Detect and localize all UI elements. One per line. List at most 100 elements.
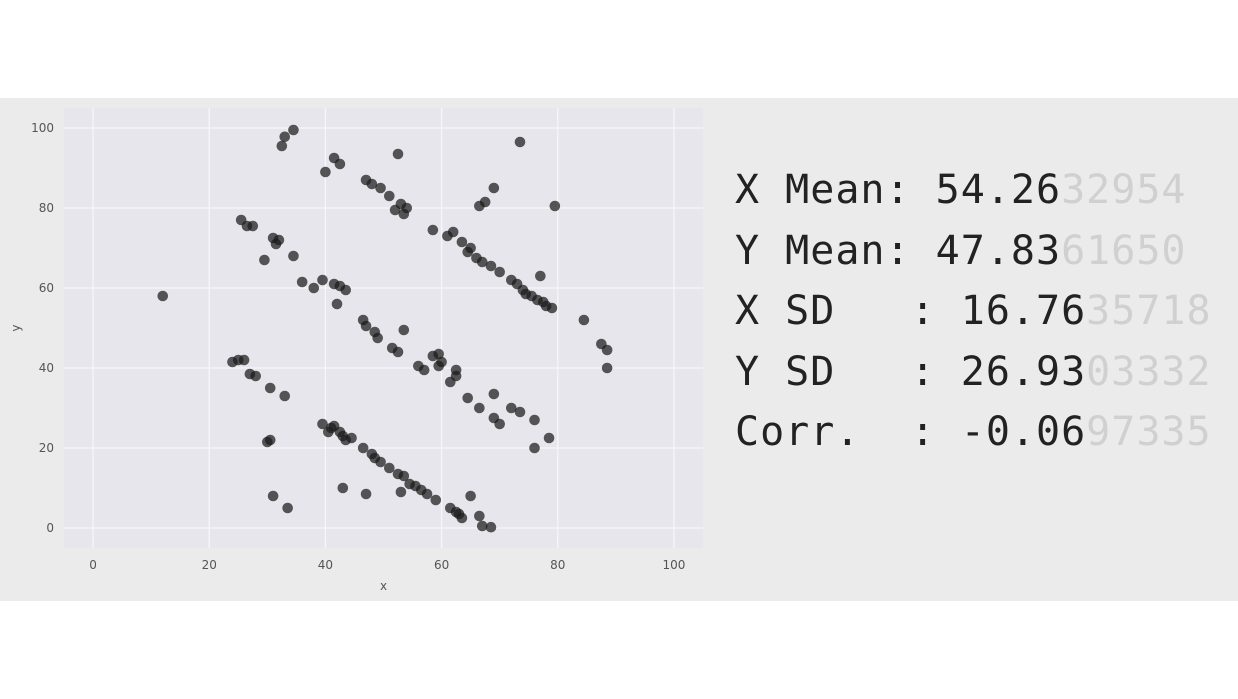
- data-point: [264, 382, 276, 394]
- data-point: [430, 494, 442, 506]
- data-point: [247, 220, 259, 232]
- x-tick-label: 20: [202, 558, 217, 572]
- data-point: [494, 418, 505, 430]
- data-point: [474, 402, 485, 414]
- stat-label: Corr. :: [735, 409, 961, 455]
- data-point: [601, 344, 613, 356]
- stat-value: 54.26: [935, 167, 1062, 213]
- stat-label: X SD :: [735, 288, 961, 334]
- data-point: [514, 406, 526, 418]
- stat-row: X Mean: 54.2632954: [735, 160, 1225, 221]
- data-point: [331, 298, 343, 310]
- data-point: [296, 276, 308, 288]
- data-point: [476, 520, 488, 532]
- data-point: [398, 208, 410, 220]
- stat-row: X SD : 16.7635718: [735, 281, 1225, 342]
- x-tick-label: 60: [434, 558, 449, 572]
- data-point: [549, 200, 561, 212]
- data-point: [392, 346, 404, 358]
- data-point: [340, 284, 352, 296]
- stat-row: Corr. : -0.0697335: [735, 402, 1225, 463]
- data-point: [529, 442, 540, 454]
- data-point: [398, 324, 410, 336]
- data-point: [485, 521, 497, 533]
- data-point: [357, 442, 369, 454]
- data-point: [346, 432, 357, 444]
- data-point: [421, 488, 433, 500]
- x-tick-label: 100: [663, 558, 686, 572]
- data-point: [447, 226, 459, 238]
- stat-value-faded-digits: 03332: [1086, 348, 1212, 395]
- data-point: [279, 131, 291, 143]
- data-point: [288, 250, 299, 262]
- x-tick-label: 0: [89, 558, 97, 572]
- data-point: [157, 290, 169, 302]
- data-point: [494, 266, 505, 278]
- data-point: [543, 432, 555, 444]
- data-point: [320, 166, 331, 178]
- scatter-chart: 0 20 40 60 80 100 0 20 40 60 80 100 x y: [9, 108, 703, 593]
- data-point: [578, 314, 590, 326]
- data-point: [273, 234, 285, 246]
- data-point: [384, 190, 395, 202]
- data-point: [462, 392, 474, 404]
- plot-area: [64, 108, 703, 548]
- data-point: [529, 414, 540, 426]
- data-point: [360, 320, 372, 332]
- y-tick-label: 0: [46, 521, 54, 535]
- y-tick-label: 40: [39, 361, 54, 375]
- y-tick-label: 80: [39, 201, 54, 215]
- stat-value-faded-digits: 35718: [1086, 288, 1212, 334]
- data-point: [398, 470, 410, 482]
- x-tick-label: 80: [550, 558, 565, 572]
- data-point: [433, 360, 444, 372]
- data-point: [372, 332, 383, 344]
- y-tick-label: 100: [31, 121, 54, 135]
- data-point: [317, 274, 328, 286]
- data-point: [392, 148, 404, 160]
- data-point: [474, 510, 485, 522]
- data-point: [535, 270, 546, 282]
- stat-value-faded-digits: 61650: [1061, 227, 1187, 274]
- data-point: [450, 364, 462, 376]
- stat-label: Y SD :: [735, 348, 961, 395]
- data-point: [506, 402, 517, 414]
- data-point: [456, 512, 468, 524]
- data-point: [250, 370, 261, 382]
- data-point: [267, 490, 279, 502]
- data-point: [433, 348, 444, 360]
- data-point: [337, 482, 349, 494]
- data-point: [476, 256, 488, 268]
- data-point: [465, 490, 476, 502]
- data-point: [418, 364, 430, 376]
- y-tick-label: 60: [39, 281, 54, 295]
- data-point: [279, 390, 291, 402]
- data-point: [264, 434, 276, 446]
- data-point: [427, 224, 439, 236]
- y-axis-label: y: [9, 324, 23, 331]
- stat-value: 26.93: [960, 348, 1087, 395]
- stat-value: 47.83: [935, 227, 1062, 274]
- data-point: [488, 182, 500, 194]
- data-point: [238, 354, 250, 366]
- data-point: [601, 362, 613, 374]
- data-point: [334, 158, 346, 170]
- visualization-panel: 0 20 40 60 80 100 0 20 40 60 80 100 x y X Mean: 54.26…: [0, 98, 1238, 601]
- data-point: [317, 418, 328, 430]
- data-point: [485, 260, 497, 272]
- data-point: [375, 456, 386, 468]
- stat-row: Y SD : 26.9303332: [735, 342, 1225, 403]
- data-point: [360, 488, 372, 500]
- data-point: [514, 136, 526, 148]
- y-tick-label: 20: [39, 441, 54, 455]
- data-point: [276, 140, 288, 152]
- stat-value: 16.76: [960, 288, 1087, 334]
- stat-label: X Mean:: [735, 167, 936, 213]
- data-point: [474, 200, 485, 212]
- data-point: [259, 254, 270, 266]
- stat-value-faded-digits: 97335: [1086, 409, 1212, 455]
- data-point: [282, 502, 293, 514]
- data-point: [288, 124, 299, 136]
- stat-value: -0.06: [960, 409, 1087, 455]
- summary-statistics: X Mean: 54.2632954 Y Mean: 47.8361650 X SD…: [735, 160, 1225, 463]
